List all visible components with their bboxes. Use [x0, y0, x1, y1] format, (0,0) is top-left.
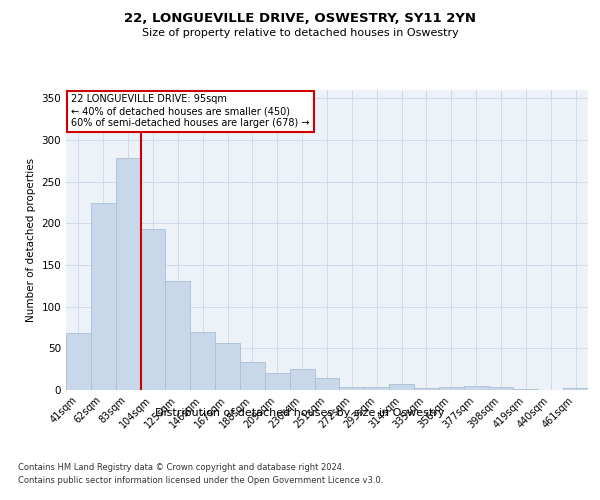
Y-axis label: Number of detached properties: Number of detached properties [26, 158, 36, 322]
Bar [314, 378, 340, 390]
Bar [439, 386, 464, 390]
Bar [240, 362, 265, 390]
Bar [563, 388, 588, 390]
Bar [414, 388, 439, 390]
Text: 22, LONGUEVILLE DRIVE, OSWESTRY, SY11 2YN: 22, LONGUEVILLE DRIVE, OSWESTRY, SY11 2Y… [124, 12, 476, 26]
Bar [364, 386, 389, 390]
Bar [215, 344, 240, 390]
Text: Contains public sector information licensed under the Open Government Licence v3: Contains public sector information licen… [18, 476, 383, 485]
Text: 22 LONGUEVILLE DRIVE: 95sqm
← 40% of detached houses are smaller (450)
60% of se: 22 LONGUEVILLE DRIVE: 95sqm ← 40% of det… [71, 94, 310, 128]
Bar [116, 158, 140, 390]
Bar [265, 372, 290, 390]
Bar [190, 332, 215, 390]
Text: Contains HM Land Registry data © Crown copyright and database right 2024.: Contains HM Land Registry data © Crown c… [18, 462, 344, 471]
Bar [290, 369, 314, 390]
Bar [340, 386, 364, 390]
Text: Distribution of detached houses by size in Oswestry: Distribution of detached houses by size … [155, 408, 445, 418]
Bar [140, 229, 166, 390]
Bar [66, 332, 91, 390]
Bar [488, 386, 514, 390]
Bar [464, 386, 488, 390]
Bar [91, 204, 116, 390]
Bar [514, 389, 538, 390]
Text: Size of property relative to detached houses in Oswestry: Size of property relative to detached ho… [142, 28, 458, 38]
Bar [389, 384, 414, 390]
Bar [166, 281, 190, 390]
